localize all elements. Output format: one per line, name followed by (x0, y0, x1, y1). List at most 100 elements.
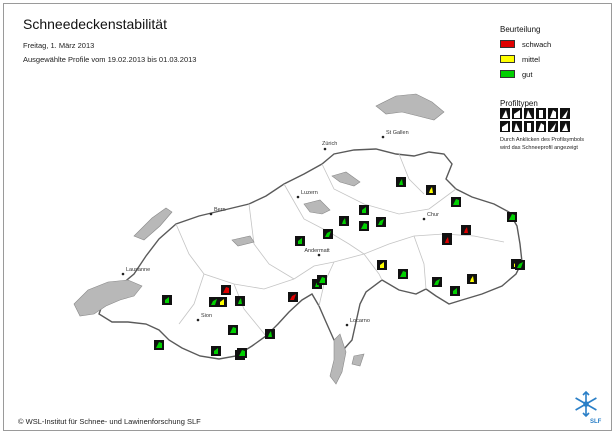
snow-profile-symbol[interactable] (376, 217, 386, 227)
profile-stability-mark (223, 287, 229, 293)
profile-stability-mark (464, 227, 468, 233)
profile-stability-mark (214, 348, 218, 354)
slf-logo-text: SLF (590, 419, 602, 425)
city-label: Luzern (301, 190, 318, 196)
snow-profile-symbol[interactable] (432, 277, 442, 287)
snow-profile-symbol[interactable] (317, 275, 327, 285)
profile-stability-mark (230, 327, 236, 333)
profile-stability-mark (453, 288, 457, 294)
legend-item-gut: gut (500, 69, 532, 79)
city-dot (422, 217, 426, 221)
lake-maggiore (329, 333, 347, 385)
switzerland-map: Zürich St Gallen Luzern Bern Chur Andermatt La… (73, 93, 597, 418)
profile-stability-mark (509, 214, 515, 220)
profile-stability-mark (470, 276, 474, 282)
snow-profile-symbol[interactable] (515, 260, 525, 270)
city-dot (323, 147, 327, 151)
profile-type-icon (500, 121, 510, 132)
profile-stability-mark (268, 331, 272, 337)
city-dot (196, 318, 200, 322)
snow-profile-symbol[interactable] (396, 177, 406, 187)
profile-stability-mark (165, 297, 169, 303)
profile-type-icon (560, 121, 570, 132)
snow-profile-symbol[interactable] (451, 197, 461, 207)
profile-stability-mark (429, 187, 433, 193)
lake-constance (375, 93, 445, 121)
city-dot (209, 212, 213, 216)
snow-profile-symbol[interactable] (339, 216, 349, 226)
profiltypen-note-line2: wird das Schneeprofil angezeigt (500, 145, 578, 151)
snow-profile-symbol[interactable] (450, 286, 460, 296)
profiltypen-title: Profiltypen (500, 99, 538, 108)
snow-profile-symbol[interactable] (211, 346, 221, 356)
profile-type-icon (512, 108, 522, 119)
lake-thun (231, 235, 255, 247)
legend-label-schwach: schwach (522, 39, 552, 49)
snow-profile-symbol[interactable] (461, 225, 471, 235)
profiltypen-icons (500, 108, 570, 132)
map-title: Schneedeckenstabilität (23, 16, 167, 32)
snow-profile-symbol[interactable] (359, 221, 369, 231)
profile-stability-mark (238, 298, 242, 304)
snow-profile-symbol[interactable] (467, 274, 477, 284)
snow-profile-symbol[interactable] (507, 212, 517, 222)
profile-stability-mark (298, 238, 302, 244)
snow-profile-symbol[interactable] (221, 285, 231, 295)
profile-stability-mark (380, 262, 384, 268)
snow-profile-symbol[interactable] (295, 236, 305, 246)
legend-label-mittel: mittel (522, 54, 540, 64)
lake-geneva (73, 279, 143, 317)
snow-profile-symbol[interactable] (265, 329, 275, 339)
snow-profile-symbol[interactable] (237, 348, 247, 358)
legend-item-mittel: mittel (500, 54, 540, 64)
city-dot (121, 272, 125, 276)
profile-stability-mark (342, 218, 346, 224)
snow-profile-symbol[interactable] (426, 185, 436, 195)
profile-type-icon (560, 108, 570, 119)
snow-profile-symbol[interactable] (398, 269, 408, 279)
snow-profile-symbol[interactable] (228, 325, 238, 335)
city-dot (345, 323, 349, 327)
legend-label-gut: gut (522, 69, 533, 79)
snow-profile-symbol[interactable] (154, 340, 164, 350)
legend-swatch-schwach (500, 40, 515, 48)
city-label: Lausanne (126, 267, 150, 273)
profile-type-icon (548, 121, 558, 132)
profile-type-icon (500, 108, 510, 119)
lake-lucerne (303, 199, 331, 215)
profile-stability-mark (434, 279, 440, 285)
profiles-layer[interactable] (154, 177, 525, 360)
snow-profile-symbol[interactable] (235, 296, 245, 306)
profile-type-icon (548, 108, 558, 119)
profile-stability-mark (319, 277, 325, 283)
snow-profile-symbol[interactable] (162, 295, 172, 305)
profile-stability-mark (453, 199, 459, 205)
snow-profile-symbol[interactable] (323, 229, 333, 239)
switzerland-outline (98, 148, 523, 360)
snow-profile-symbol[interactable] (359, 205, 369, 215)
city-dot (296, 195, 300, 199)
cities-layer: Zürich St Gallen Luzern Bern Chur Andermatt La… (121, 130, 439, 327)
snow-profile-symbol[interactable] (288, 292, 298, 302)
profile-stability-mark (378, 219, 384, 225)
map-frame: Zürich St Gallen Luzern Bern Chur Andermatt La… (3, 3, 612, 431)
profile-type-icon (536, 108, 546, 119)
legend-title: Beurteilung (500, 25, 541, 34)
profile-stability-mark (325, 231, 331, 237)
snow-profile-symbol[interactable] (377, 260, 387, 270)
snow-profile-symbol[interactable] (442, 235, 452, 245)
city-label: Sion (201, 313, 212, 319)
profile-type-icon (524, 108, 534, 119)
lake-neuchatel (133, 207, 173, 241)
profile-stability-mark (211, 299, 217, 305)
city-label: Chur (427, 212, 439, 218)
copyright-text: © WSL-Institut für Schnee- und Lawinenfo… (18, 417, 201, 426)
profile-stability-mark (362, 207, 366, 213)
profile-stability-mark (445, 237, 449, 243)
city-label: Zürich (322, 141, 337, 147)
snow-profile-symbol[interactable] (217, 297, 227, 307)
snow-profile-symbol[interactable] (209, 297, 219, 307)
profile-type-icon (536, 121, 546, 132)
profile-stability-mark (399, 179, 403, 185)
profile-stability-mark (361, 223, 367, 229)
